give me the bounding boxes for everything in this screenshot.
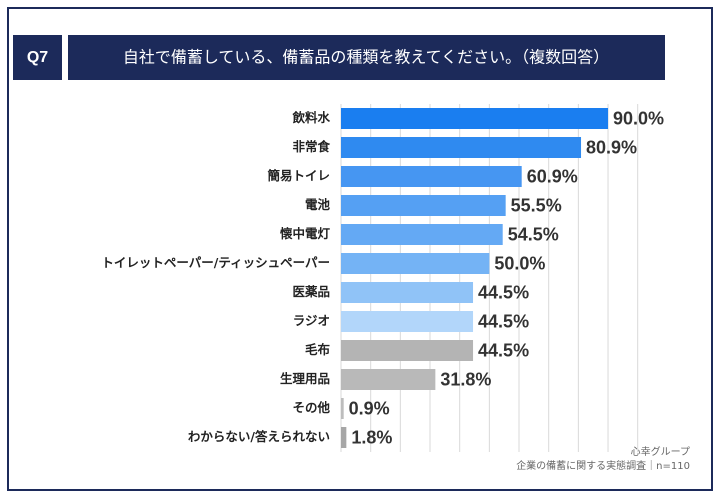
y-tick-label: わからない/答えられない xyxy=(188,429,330,444)
y-tick-label: ラジオ xyxy=(293,313,330,328)
y-tick-label: 懐中電灯 xyxy=(280,226,331,241)
source: 企業の備蓄に関する実態調査｜n=110 xyxy=(516,459,690,472)
bar xyxy=(341,340,474,361)
value-label: 50.0% xyxy=(494,253,545,273)
value-label: 90.0% xyxy=(613,108,664,128)
bar xyxy=(341,282,474,303)
bar xyxy=(341,224,503,245)
y-tick-label: 電池 xyxy=(305,197,331,212)
y-tick-label: 毛布 xyxy=(305,342,331,357)
value-label: 44.5% xyxy=(478,311,529,331)
value-label: 60.9% xyxy=(527,166,578,186)
bar xyxy=(341,369,436,390)
value-label: 44.5% xyxy=(478,282,529,302)
y-tick-label: 簡易トイレ xyxy=(267,168,330,183)
y-tick-label: 非常食 xyxy=(292,139,330,154)
bar xyxy=(341,195,506,216)
badge: Q7 xyxy=(27,49,48,66)
bar xyxy=(341,108,609,129)
value-label: 55.5% xyxy=(511,195,562,215)
value-label: 31.8% xyxy=(440,369,491,389)
value-label: 1.8% xyxy=(351,427,392,447)
y-tick-label: 医薬品 xyxy=(292,284,330,299)
value-label: 80.9% xyxy=(586,137,637,157)
y-tick-label: トイレットペーパー/ティッシュペーパー xyxy=(101,255,330,270)
bar xyxy=(341,137,582,158)
frame xyxy=(7,7,713,491)
badge-box xyxy=(13,35,62,80)
title-box xyxy=(68,35,665,80)
value-label: 0.9% xyxy=(349,398,390,418)
bar xyxy=(341,253,490,274)
y-tick-label: 飲料水 xyxy=(291,110,330,125)
y-tick-label: 生理用品 xyxy=(280,371,330,386)
chart-title: 自社で備蓄している、備蓄品の種類を教えてください。（複数回答） xyxy=(123,48,609,67)
source: 心幸グループ xyxy=(631,445,690,458)
bar xyxy=(341,427,347,448)
bar xyxy=(341,166,522,187)
bar xyxy=(341,311,474,332)
value-label: 54.5% xyxy=(508,224,559,244)
y-tick-label: その他 xyxy=(292,400,330,415)
bar xyxy=(341,398,344,419)
value-label: 44.5% xyxy=(478,340,529,360)
